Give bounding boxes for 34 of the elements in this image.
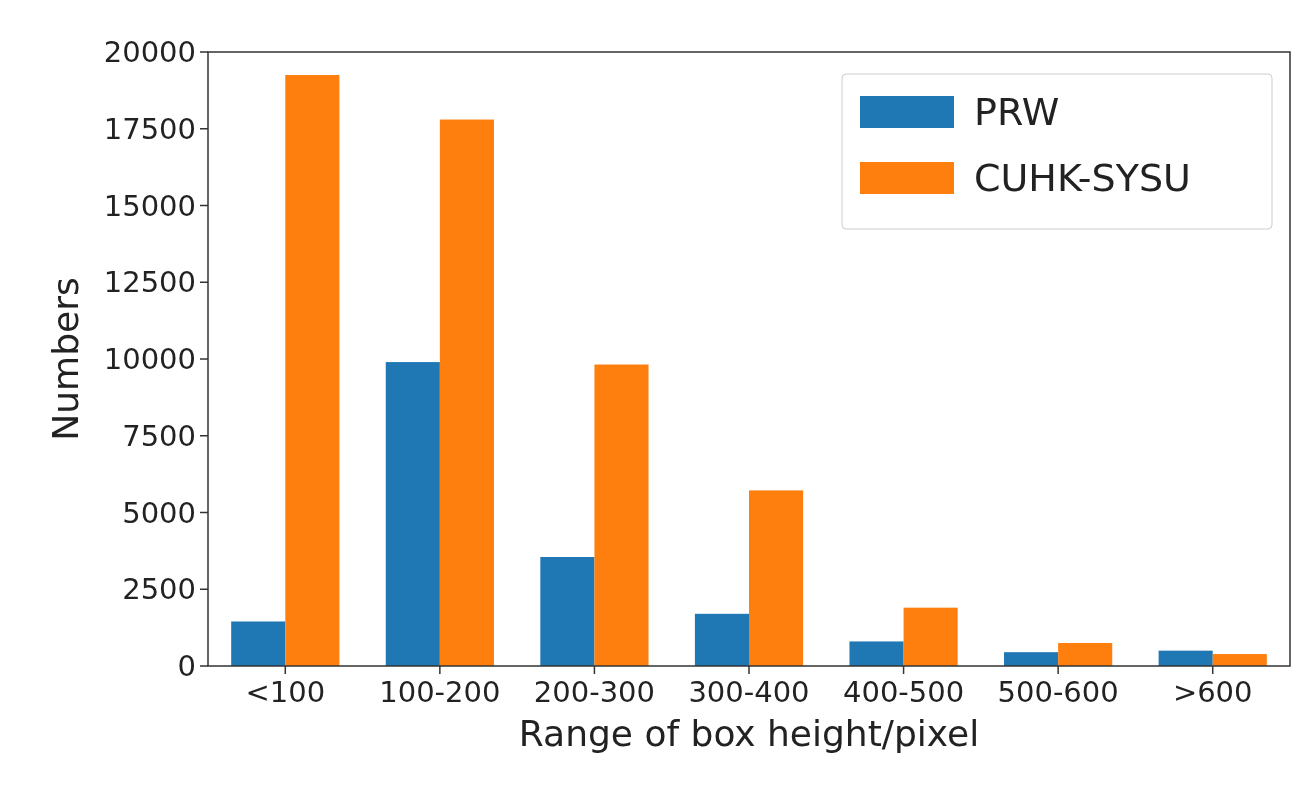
- y-tick-label: 15000: [103, 188, 196, 223]
- x-tick-label: 500-600: [997, 675, 1119, 709]
- x-tick-label: 100-200: [379, 675, 501, 709]
- y-tick-label: 12500: [103, 265, 196, 300]
- y-axis-title: Numbers: [45, 277, 86, 441]
- y-tick-label: 20000: [103, 35, 196, 70]
- bar: [1058, 642, 1113, 666]
- bar: [903, 607, 958, 666]
- y-tick-label: 2500: [122, 572, 196, 607]
- y-tick-label: 5000: [122, 495, 196, 530]
- bar: [749, 490, 804, 666]
- legend-label: PRW: [974, 90, 1060, 135]
- x-tick-label: <100: [245, 675, 326, 709]
- bar: [594, 364, 649, 666]
- bar: [231, 621, 286, 666]
- legend-label: CUHK-SYSU: [974, 156, 1191, 201]
- bar: [694, 613, 749, 666]
- x-tick-label: 400-500: [842, 675, 965, 709]
- bar: [385, 362, 440, 666]
- x-tick-label: 200-300: [533, 675, 656, 709]
- x-tick-label: 300-400: [688, 675, 810, 709]
- x-tick-label: >600: [1172, 675, 1253, 709]
- bar: [540, 557, 595, 666]
- bar: [439, 119, 494, 666]
- bar: [1212, 654, 1267, 666]
- y-tick-label: 7500: [122, 418, 196, 453]
- x-axis-title: Range of box height/pixel: [518, 713, 980, 754]
- y-tick-label: 10000: [103, 342, 196, 377]
- bar: [1158, 650, 1213, 666]
- bar: [849, 641, 904, 666]
- y-tick-label: 0: [177, 649, 196, 684]
- y-tick-label: 17500: [103, 111, 196, 146]
- bar: [1004, 652, 1059, 666]
- bar: [285, 75, 340, 666]
